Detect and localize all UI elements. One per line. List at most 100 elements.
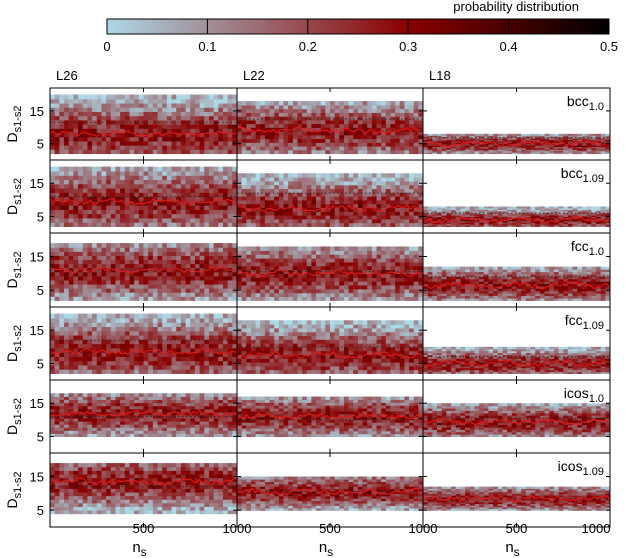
density-cell [591,220,597,223]
density-cell [488,290,494,294]
density-cell [64,166,70,172]
density-cell [316,261,322,267]
density-cell [152,279,159,285]
density-cell [306,131,312,136]
density-cell [82,132,88,138]
density-cell [371,188,378,193]
density-cell [208,170,215,176]
density-cell [460,139,466,142]
density-cell [455,212,461,215]
density-cell [558,220,564,223]
density-cell [316,211,322,216]
density-cell [362,145,368,151]
density-cell [232,217,237,223]
density-cell [488,143,494,146]
density-cell [250,250,257,255]
density-cell [115,200,121,206]
density-cell [451,222,457,225]
density-cell [558,136,564,139]
density-cell [353,145,359,151]
density-cell [180,267,187,273]
density-cell [269,192,275,197]
density-cell [446,143,452,146]
density-cell [227,192,233,198]
density-cell [516,210,522,213]
density-cell [194,145,201,150]
density-cell [306,292,312,298]
density-cell [59,140,65,146]
density-cell [539,147,546,150]
density-cell [539,216,546,219]
density-cell [82,166,88,172]
density-cell [269,257,275,263]
density-cell [563,222,569,225]
density-cell [260,269,266,274]
density-cell [516,142,522,145]
density-cell [371,254,378,259]
density-cell [325,199,331,205]
density-cell [138,283,145,289]
density-cell [255,149,261,155]
density-cell [232,179,237,185]
density-cell [73,128,79,134]
density-cell [581,297,588,301]
density-cell [54,259,60,265]
density-cell [399,218,405,224]
density-cell [343,281,350,286]
density-cell [50,170,56,176]
density-cell [516,278,522,282]
density-cell [399,254,405,259]
density-cell [460,222,466,225]
density-cell [544,222,550,225]
density-cell [563,133,569,136]
density-cell [50,98,56,104]
density-cell [199,275,205,281]
density-cell [404,112,410,117]
density-cell [563,140,569,143]
density-cell [427,216,433,219]
density-cell [180,107,187,112]
density-cell [148,196,154,202]
density-cell [357,180,364,186]
density-cell [255,180,261,186]
density-cell [260,192,266,197]
density-cell [222,296,229,301]
density-cell [567,136,574,139]
density-cell [250,254,257,259]
density-cell [232,187,237,193]
density-cell [525,222,532,225]
density-cell [106,136,112,142]
density-cell [138,166,145,172]
density-cell [586,149,592,152]
density-cell [558,138,564,141]
density-cell [316,281,322,286]
density-cell [325,101,331,106]
density-cell [59,170,65,176]
density-cell [404,101,410,106]
density-cell [148,183,154,189]
density-cell [68,251,74,256]
density-cell [246,265,252,271]
density-cell [152,259,159,265]
density-cell [59,196,65,202]
density-cell [208,279,215,285]
density-cell [106,243,112,248]
density-cell [558,222,564,225]
density-cell [138,98,145,104]
density-cell [297,192,303,197]
density-cell [507,135,513,138]
density-cell [232,279,237,285]
density-cell [488,133,494,136]
density-cell [222,145,229,150]
density-cell [129,136,135,142]
density-cell [306,250,312,255]
density-cell [577,281,583,285]
density-cell [110,200,117,206]
density-cell [558,147,564,150]
density-cell [348,203,354,209]
density-cell [255,108,261,113]
density-cell [143,222,149,227]
density-cell [73,255,79,261]
density-cell [558,288,564,292]
density-cell [399,250,405,255]
